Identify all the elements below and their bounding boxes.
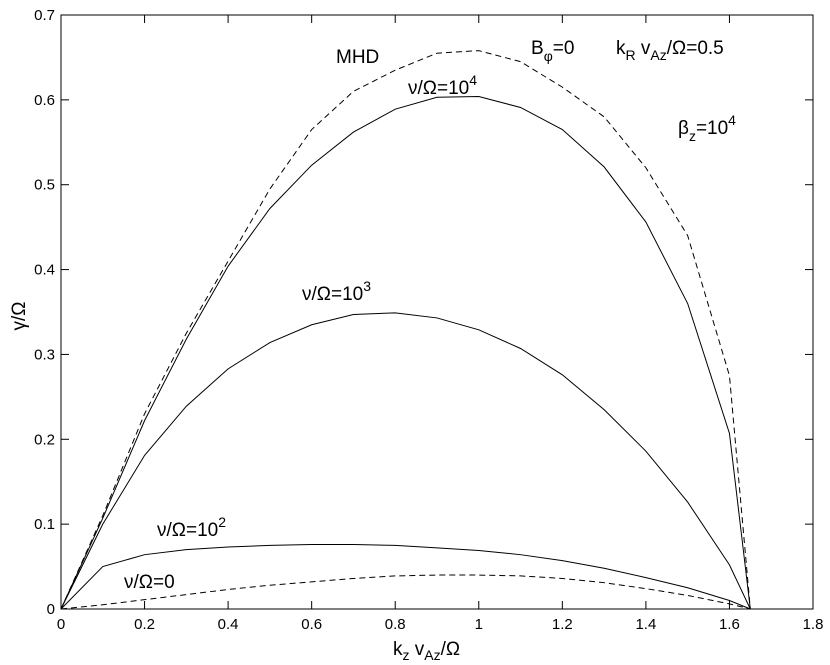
- annotation-kr: kR vAz/Ω=0.5: [616, 38, 724, 63]
- x-tick-label: 0.8: [385, 616, 406, 633]
- x-tick-label: 1: [475, 616, 483, 633]
- y-axis-label: γ/Ω: [9, 302, 30, 331]
- y-tick-label: 0.7: [34, 7, 55, 24]
- series-line-1: [60, 95, 751, 610]
- annotation-bphi: Bφ=0: [531, 38, 574, 64]
- series-line-4: [60, 574, 751, 610]
- x-tick-label: 1.2: [552, 616, 573, 633]
- y-tick-label: 0.3: [34, 346, 55, 363]
- series-line-0: [60, 50, 751, 610]
- annotation-nu-1e2: ν/Ω=102: [157, 514, 226, 541]
- y-tick-label: 0.5: [34, 177, 55, 194]
- tick-group: 0 0.2 0.4 0.6 0.8 1 1.2 1.4 1.6 1.8 0 0.1 0.2 0.3 0.4 0…: [34, 7, 823, 633]
- x-tick-label: 0.6: [301, 616, 322, 633]
- y-tick-label: 0.6: [34, 92, 55, 109]
- annotation-nu-1e3: ν/Ω=103: [302, 278, 371, 305]
- x-axis-label: kz vAz/Ω: [393, 639, 460, 663]
- annotation-mhd: MHD: [336, 47, 379, 68]
- x-tick-label: 1.8: [803, 616, 824, 633]
- x-tick-label: 0: [57, 616, 65, 633]
- annotation-beta: βz=104: [678, 112, 736, 144]
- annotation-nu-1e4: ν/Ω=104: [408, 72, 477, 99]
- annotation-nu-0: ν/Ω=0: [124, 572, 175, 593]
- x-tick-label: 0.4: [218, 616, 239, 633]
- x-tick-label: 1.6: [719, 616, 740, 633]
- x-tick-label: 0.2: [134, 616, 155, 633]
- series-line-2: [60, 312, 751, 610]
- y-tick-label: 0.4: [34, 262, 55, 279]
- series-line-3: [60, 544, 751, 610]
- series-group: [60, 50, 751, 610]
- y-tick-label: 0.1: [34, 516, 55, 533]
- plot-frame: [60, 14, 814, 610]
- y-tick-label: 0: [47, 601, 55, 618]
- x-tick-label: 1.4: [635, 616, 656, 633]
- y-tick-label: 0.2: [34, 431, 55, 448]
